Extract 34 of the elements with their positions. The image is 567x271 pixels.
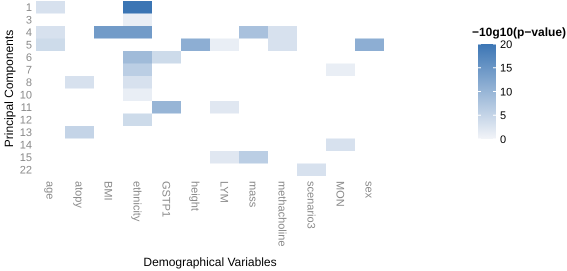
- color-bar-label: 5: [500, 110, 506, 122]
- color-bar-label: 20: [500, 38, 512, 51]
- y-tick-label: 13: [20, 127, 32, 140]
- y-tick-label: 8: [26, 77, 32, 90]
- x-tick-label: GSTP1: [160, 181, 172, 218]
- y-tick-label: 10: [20, 90, 32, 102]
- y-axis-title: Principal Components: [2, 30, 16, 148]
- y-tick-label: 15: [20, 152, 32, 164]
- color-bar-label: 15: [500, 62, 512, 75]
- x-tick-label: methacholine: [276, 181, 288, 246]
- x-tick-label: height: [188, 181, 201, 211]
- y-tick-label: 7: [26, 64, 32, 77]
- y-tick-label: 14: [20, 140, 32, 152]
- y-tick-label: 22: [20, 164, 32, 177]
- y-tick-label: 6: [26, 52, 32, 64]
- x-tick-label: age: [44, 181, 56, 200]
- color-bar-label: 10: [500, 86, 512, 98]
- x-tick-label: MON: [334, 181, 346, 207]
- x-tick-label: BMI: [102, 181, 114, 201]
- x-tick-label: ethnicity: [130, 181, 143, 222]
- y-tick-label: 12: [20, 114, 32, 127]
- color-bar-label: 0: [500, 134, 506, 146]
- color-bar-title: −10g10(p−value): [472, 25, 566, 39]
- x-tick-label: mass: [246, 181, 259, 208]
- y-tick-label: 3: [26, 14, 32, 27]
- y-tick-label: 4: [26, 27, 32, 40]
- y-tick-label: 5: [26, 40, 32, 52]
- x-tick-label: LYM: [218, 181, 230, 203]
- x-axis-title: Demographical Variables: [143, 255, 277, 269]
- y-tick-label: 1: [26, 2, 32, 14]
- y-tick-label: 11: [20, 102, 32, 114]
- x-tick-label: atopy: [72, 181, 85, 208]
- x-tick-label: scenario3: [304, 181, 317, 229]
- x-tick-label: sex: [362, 181, 375, 199]
